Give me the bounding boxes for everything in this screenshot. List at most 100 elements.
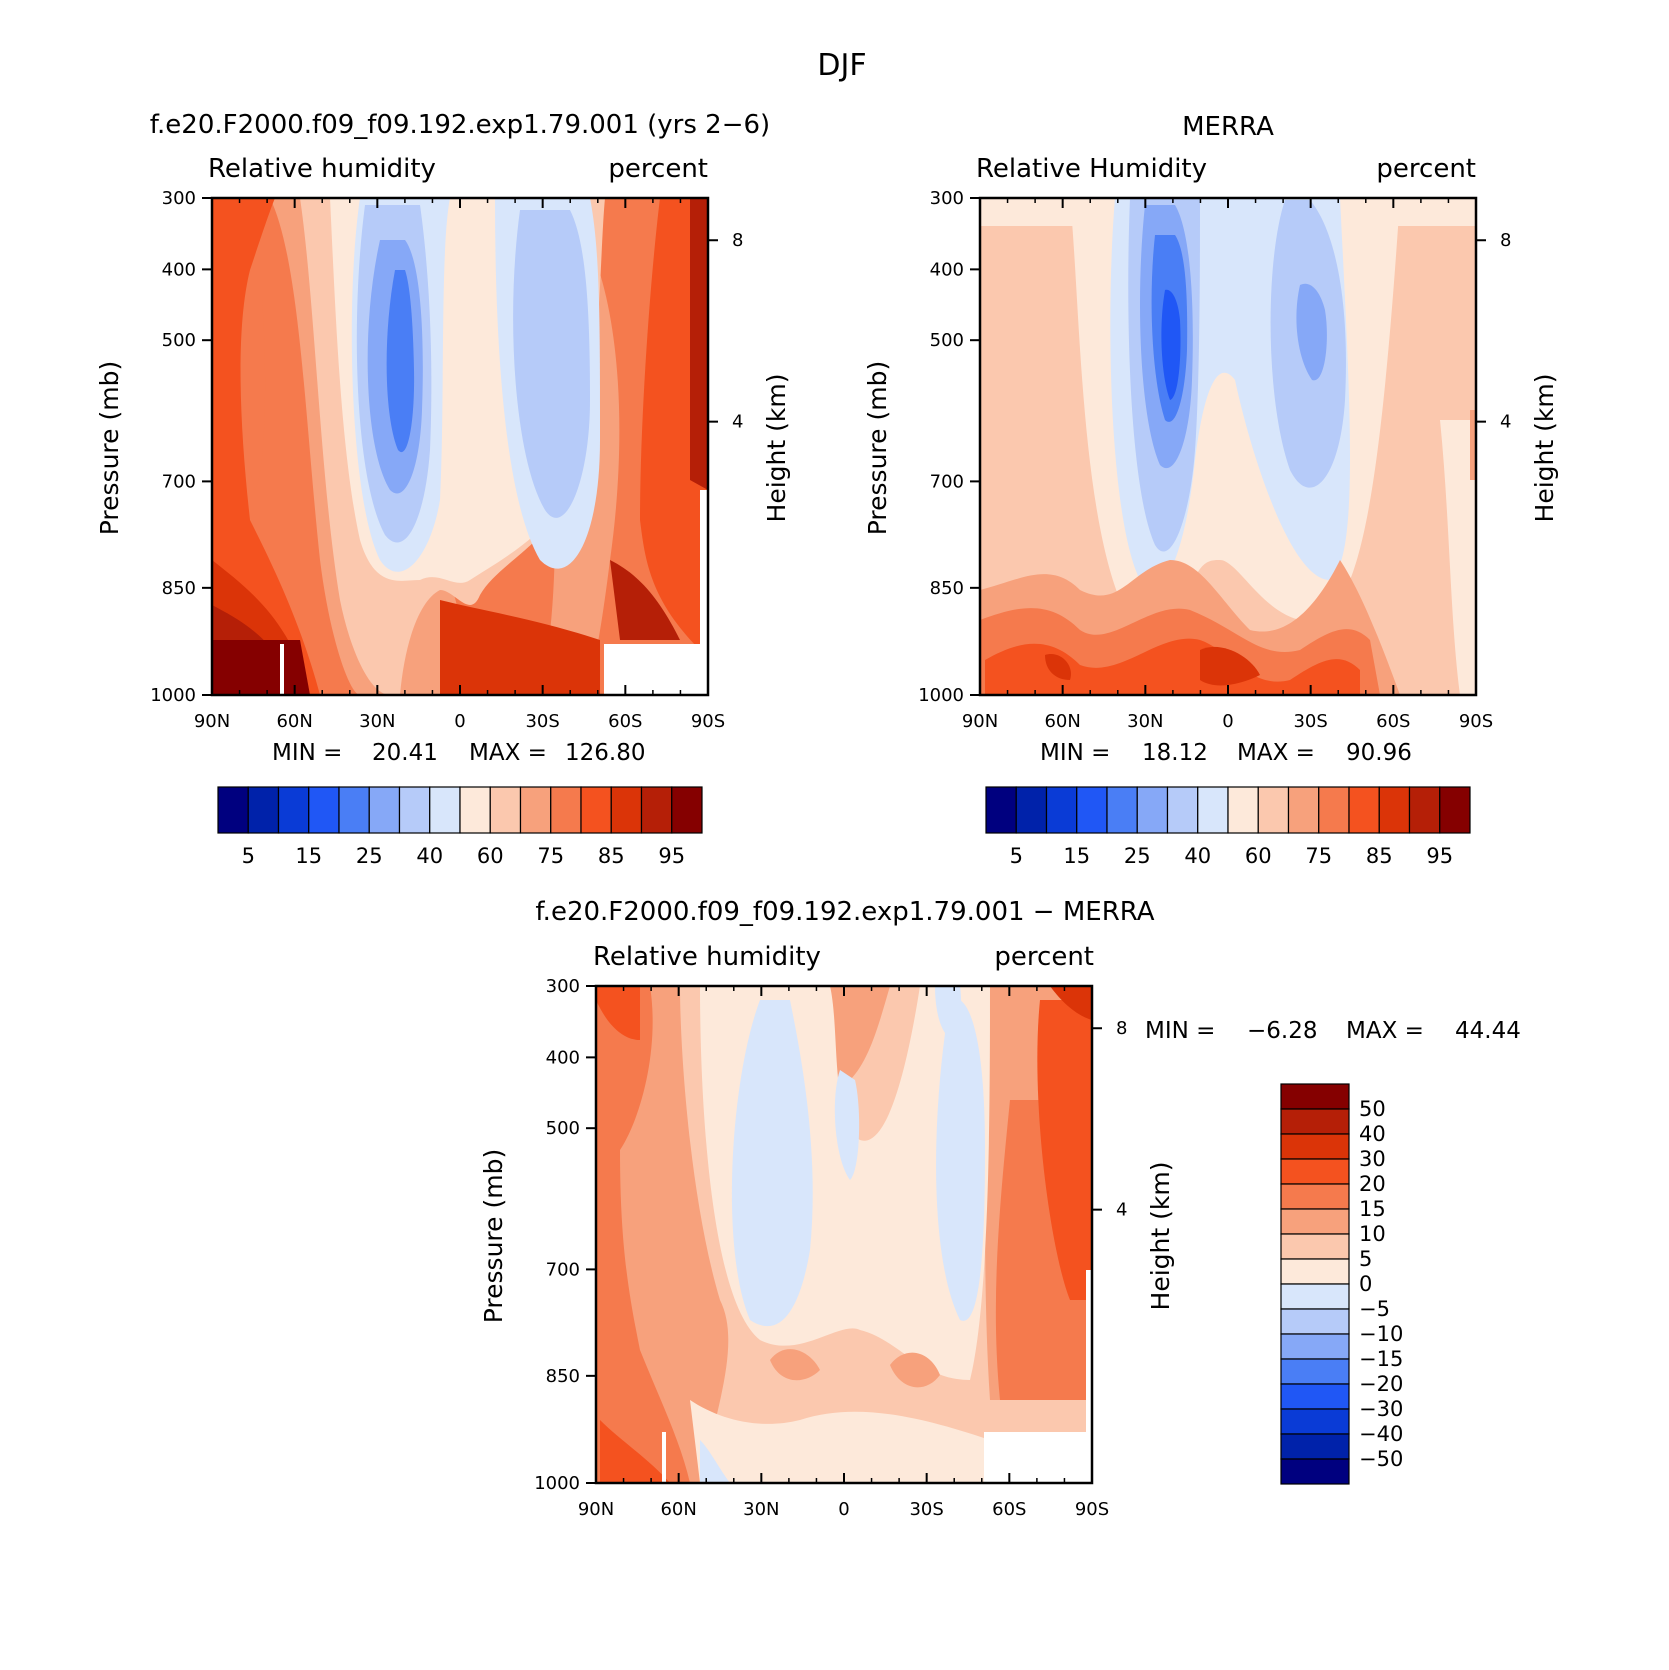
colorbar-box <box>1076 786 1108 834</box>
x-tick-label: 30N <box>359 711 395 732</box>
colorbar-label: 15 <box>1359 1197 1386 1221</box>
stats: MIN = 20.41 MAX = 126.80 <box>272 740 645 766</box>
colorbar-box <box>1287 786 1320 834</box>
x-tick-label: 60N <box>660 1499 696 1520</box>
y-tick-label: 1000 <box>534 1473 580 1494</box>
colorbar-box <box>308 786 340 834</box>
colorbar-box <box>1280 1433 1350 1460</box>
panel-difference: f.e20.F2000.f09_f09.192.exp1.79.001 − ME… <box>479 897 1521 1520</box>
y-tick-label: 400 <box>930 259 964 280</box>
x-tick-label: 0 <box>838 1499 849 1520</box>
colorbar-box <box>1280 1133 1350 1160</box>
x-tick-label: 90S <box>1075 1499 1109 1520</box>
colorbar-box <box>1280 1258 1350 1285</box>
contour-band-10d <box>770 1349 820 1381</box>
y2-tick-label: 4 <box>1500 412 1511 433</box>
max-value: 44.44 <box>1455 1018 1521 1044</box>
x-tick-label: 30N <box>1127 711 1163 732</box>
units-label: percent <box>608 154 708 184</box>
colorbar-box <box>1280 1358 1350 1385</box>
colorbar-box <box>1280 1208 1350 1235</box>
colorbar-label: −10 <box>1359 1322 1403 1346</box>
x-tick-label: 90S <box>1459 711 1493 732</box>
contour-band-85b <box>610 560 680 640</box>
colorbar-box <box>1280 1233 1350 1260</box>
contour-band-85c <box>690 198 708 490</box>
stats: MIN = −6.28 MAX = 44.44 <box>1145 1018 1521 1044</box>
min-label: MIN = <box>272 740 342 766</box>
colorbar-label: 50 <box>1359 1097 1386 1121</box>
x-tick-label: 90N <box>578 1499 614 1520</box>
x-tick-label: 60N <box>276 711 312 732</box>
y2-tick-label: 8 <box>1116 1018 1127 1039</box>
variable-label: Relative humidity <box>208 154 436 184</box>
colorbar-box <box>1439 786 1471 834</box>
contour-band-20c <box>600 1420 670 1483</box>
colorbar-box <box>1136 786 1169 834</box>
y-tick-label: 400 <box>546 1047 580 1068</box>
colorbar-label: −40 <box>1359 1422 1403 1446</box>
contour-field <box>596 986 1092 1483</box>
colorbar: 5 15 25 40 60 75 85 95 <box>985 786 1471 868</box>
panel-merra: MERRA Relative Humidity percent <box>863 112 1559 868</box>
contour-band-25 <box>386 270 415 453</box>
colorbar-label: 40 <box>416 844 443 868</box>
panel-model: f.e20.F2000.f09_f09.192.exp1.79.001 (yrs… <box>95 110 791 868</box>
colorbar-box <box>1166 786 1199 834</box>
contour-band-neg5b <box>834 1070 860 1180</box>
contour-band-40b <box>513 210 590 518</box>
colorbar-box <box>580 786 612 834</box>
contour-band-5b <box>690 1400 990 1483</box>
y-axis-label: Pressure (mb) <box>95 361 124 535</box>
colorbar-label: 85 <box>1366 844 1393 868</box>
colorbar-label: 40 <box>1184 844 1211 868</box>
colorbar-box <box>459 786 491 834</box>
colorbar-box <box>1280 1458 1350 1485</box>
colorbar-box <box>429 786 461 834</box>
x-tick-label: 60S <box>992 1499 1026 1520</box>
x-tick-label: 30S <box>1293 711 1327 732</box>
colorbar-label: 95 <box>1426 844 1453 868</box>
x-tick-label: 0 <box>1222 711 1233 732</box>
contour-band-20 <box>596 986 640 1040</box>
stats: MIN = 18.12 MAX = 90.96 <box>1040 740 1412 766</box>
y-tick-label: 300 <box>162 188 196 209</box>
contour-band-neg5c <box>936 1000 985 1321</box>
colorbar-box <box>1318 786 1350 834</box>
axes: 90N 60N 30N 0 30S 60S 90S 300 400 500 700 850 1000 8 4 <box>150 188 743 732</box>
contour-band-15 <box>596 986 690 1483</box>
missing-data-region <box>984 1432 1092 1483</box>
colorbar-label: 25 <box>1124 844 1151 868</box>
colorbar-box <box>550 786 582 834</box>
colorbar-label: 5 <box>1010 844 1023 868</box>
y-tick-label: 400 <box>162 259 196 280</box>
units-label: percent <box>994 942 1094 972</box>
contour-band-30 <box>1050 986 1092 1020</box>
y2-axis-label: Height (km) <box>1146 1162 1175 1311</box>
colorbar: 5 15 25 40 60 75 85 95 <box>217 786 703 868</box>
axes: 90N 60N 30N 0 30S 60S 90S 300 400 500 700 850 1000 8 4 <box>534 976 1127 1520</box>
colorbar-box <box>1257 786 1290 834</box>
max-label: MAX = <box>1346 1018 1424 1044</box>
max-label: MAX = <box>1237 740 1315 766</box>
x-tick-label: 60S <box>1376 711 1410 732</box>
x-tick-label: 90S <box>691 711 725 732</box>
colorbar-label: 15 <box>295 844 322 868</box>
panel-title: f.e20.F2000.f09_f09.192.exp1.79.001 − ME… <box>535 897 1154 927</box>
figure-title: DJF <box>817 48 866 83</box>
colorbar-box <box>1106 786 1138 834</box>
contour-band-50 <box>1440 420 1476 695</box>
colorbar-label: −20 <box>1359 1372 1403 1396</box>
colorbar-box <box>1280 1383 1350 1410</box>
contour-band-65-edge <box>1470 410 1476 480</box>
missing-data-region <box>604 644 708 695</box>
contour-band-neg5e <box>700 1440 730 1483</box>
missing-data-strip <box>662 1432 666 1483</box>
colorbar-label: 75 <box>1305 844 1332 868</box>
colorbar-label: 60 <box>1245 844 1272 868</box>
y-tick-label: 500 <box>162 330 196 351</box>
x-tick-label: 30N <box>743 1499 779 1520</box>
colorbar-label: −5 <box>1359 1297 1390 1321</box>
